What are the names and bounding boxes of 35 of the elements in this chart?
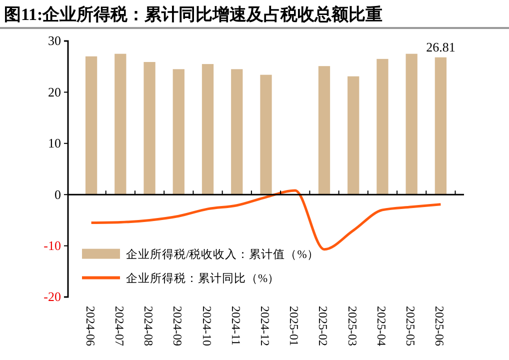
x-tick-label: 2025-05 <box>404 306 418 346</box>
bar <box>260 74 272 195</box>
x-tick-label: 2024-12 <box>258 306 272 346</box>
x-tick-label: 2024-09 <box>170 306 185 346</box>
x-tick-label: 2024-07 <box>112 306 126 346</box>
bar <box>202 64 214 195</box>
bar <box>376 58 388 195</box>
y-tick-label: 0 <box>54 186 61 202</box>
x-tick-label: 2025-02 <box>316 306 330 346</box>
y-tick-label: 10 <box>48 136 61 151</box>
chart-title: 图11:企业所得税：累计同比增速及占税收总额比重 <box>4 5 383 24</box>
bar <box>348 76 360 195</box>
x-tick-label: 2024-06 <box>83 306 98 346</box>
bar <box>85 56 98 195</box>
bar <box>318 66 330 195</box>
bar <box>406 54 418 195</box>
x-tick-label: 2024-11 <box>228 306 243 346</box>
data-label: 26.81 <box>426 39 456 54</box>
y-tick-label: -10 <box>44 238 61 253</box>
y-tick-label: 20 <box>48 84 61 100</box>
y-tick-label: 30 <box>48 33 61 48</box>
x-tick-label: 2025-01 <box>287 306 302 346</box>
x-tick-label: 2025-04 <box>374 306 388 346</box>
bar <box>172 69 184 195</box>
bar <box>114 54 126 195</box>
bar <box>144 62 156 195</box>
bar <box>434 57 447 195</box>
bar <box>231 69 243 195</box>
x-tick-label: 2025-06 <box>432 306 447 346</box>
y-tick-label: -20 <box>44 289 61 304</box>
legend-label: 企业所得税：累计同比（%） <box>126 272 280 285</box>
legend-label: 企业所得税/税收收入：累计值（%） <box>126 246 319 261</box>
x-tick-label: 2025-03 <box>345 306 360 346</box>
x-tick-label: 2024-08 <box>142 306 156 346</box>
x-tick-label: 2024-10 <box>200 306 214 346</box>
